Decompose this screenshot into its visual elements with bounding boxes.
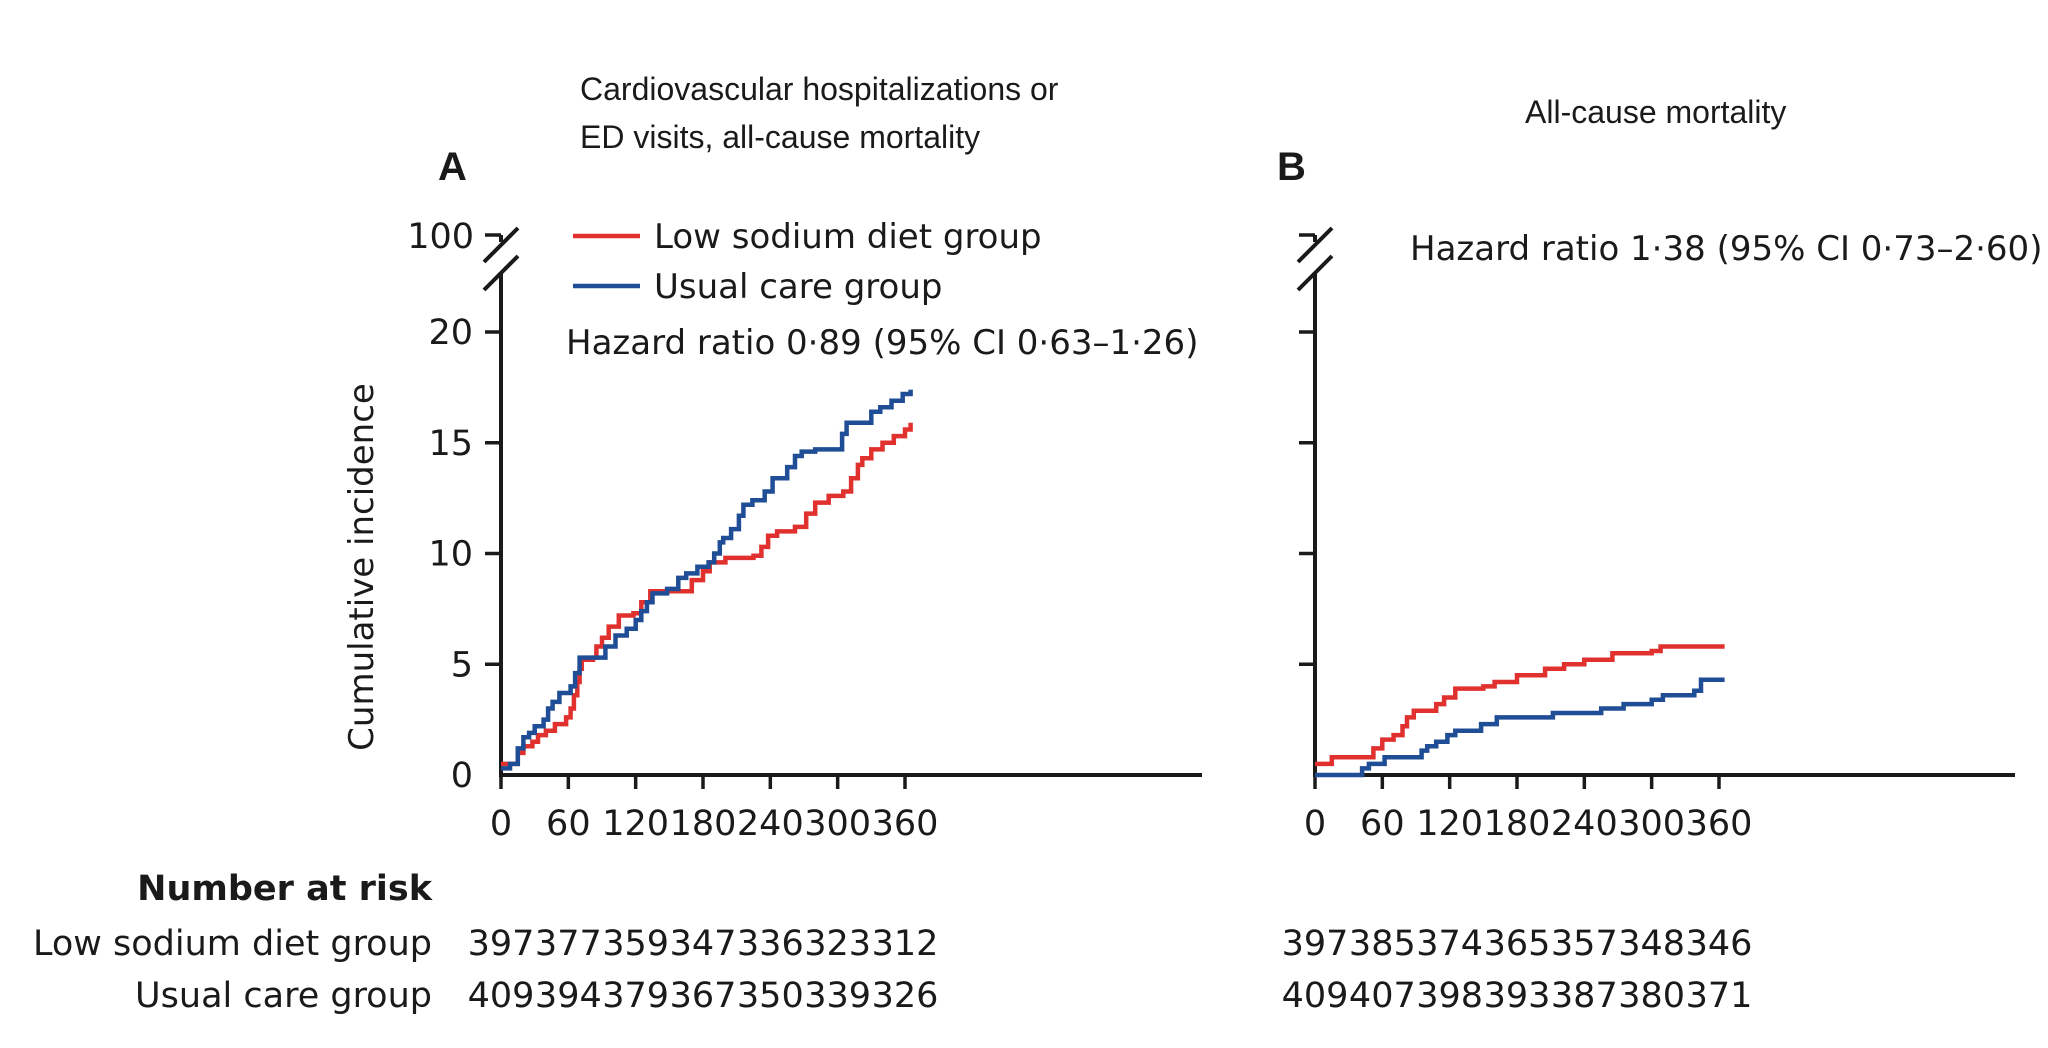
risk-row-label-low-sodium: Low sodium diet group xyxy=(33,924,432,964)
panel-a-axes: 100 xyxy=(407,217,1202,777)
risk-count: 379 xyxy=(602,976,669,1016)
x-tick-label: 300 xyxy=(1618,804,1685,844)
panel-a-title-line-1: Cardiovascular hospitalizations or xyxy=(580,71,1059,107)
y-tick-label: 0 xyxy=(451,756,473,796)
risk-count: 371 xyxy=(1686,976,1753,1016)
x-tick-label: 0 xyxy=(490,804,512,844)
risk-count: 409 xyxy=(1282,976,1349,1016)
risk-count: 367 xyxy=(670,976,737,1016)
risk-count: 377 xyxy=(535,924,602,964)
legend-label-low-sodium: Low sodium diet group xyxy=(654,217,1042,257)
legend-label-usual-care: Usual care group xyxy=(654,267,942,307)
y-tick-label: 10 xyxy=(428,535,473,575)
panel-b-title: All-cause mortality xyxy=(1525,94,1786,130)
y-axis-label: Cumulative incidence xyxy=(342,383,382,751)
risk-count: 407 xyxy=(1349,976,1416,1016)
risk-count: 359 xyxy=(602,924,669,964)
panel-a-y-tick-label-100: 100 xyxy=(407,217,474,257)
risk-count: 397 xyxy=(468,924,535,964)
y-tick-label: 15 xyxy=(428,424,473,464)
x-tick-label: 300 xyxy=(804,804,871,844)
panel-a-axis-break-2 xyxy=(482,254,520,292)
risk-count: 393 xyxy=(1484,976,1551,1016)
x-tick-label: 180 xyxy=(670,804,737,844)
panel-b-number-at-risk: 397 385 374 365 357 348 346 409 407 398 393 387 380 3… xyxy=(1282,924,1753,1016)
panel-a-hazard-ratio: Hazard ratio 0·89 (95% CI 0·63–1·26) xyxy=(566,323,1198,363)
x-tick-label: 0 xyxy=(1304,804,1326,844)
x-tick-label: 60 xyxy=(1360,804,1405,844)
risk-count: 365 xyxy=(1484,924,1551,964)
usual-care-curve xyxy=(1315,677,1725,778)
risk-count: 357 xyxy=(1551,924,1618,964)
usual-care-curve xyxy=(501,389,913,771)
panel-a-number-at-risk: 397 377 359 347 336 323 312 409 394 379 367 350 339 3… xyxy=(468,924,939,1016)
panel-a-label: A xyxy=(438,145,467,189)
low-sodium-curve xyxy=(501,422,913,767)
risk-count: 374 xyxy=(1416,924,1483,964)
risk-count: 323 xyxy=(804,924,871,964)
x-tick-label: 240 xyxy=(737,804,804,844)
panel-b-axis-break-2 xyxy=(1296,254,1334,292)
risk-count: 398 xyxy=(1416,976,1483,1016)
risk-count: 397 xyxy=(1282,924,1349,964)
risk-count: 326 xyxy=(872,976,939,1016)
x-tick-label: 360 xyxy=(872,804,939,844)
risk-count: 385 xyxy=(1349,924,1416,964)
x-tick-label: 120 xyxy=(1416,804,1483,844)
risk-count: 409 xyxy=(468,976,535,1016)
x-tick-label: 120 xyxy=(602,804,669,844)
x-tick-label: 180 xyxy=(1484,804,1551,844)
x-tick-label: 360 xyxy=(1686,804,1753,844)
panel-a-legend: Low sodium diet group Usual care group xyxy=(573,217,1042,307)
risk-count: 348 xyxy=(1618,924,1685,964)
panel-b-label: B xyxy=(1277,145,1306,189)
risk-count: 339 xyxy=(804,976,871,1016)
risk-count: 346 xyxy=(1686,924,1753,964)
number-at-risk-header: Number at risk xyxy=(137,869,433,909)
panel-b-axes xyxy=(1296,226,2015,777)
panel-b-hazard-ratio: Hazard ratio 1·38 (95% CI 0·73–2·60) xyxy=(1410,229,2042,269)
risk-count: 387 xyxy=(1551,976,1618,1016)
risk-count: 336 xyxy=(737,924,804,964)
panel-b-axis-break-1 xyxy=(1296,226,1334,264)
panel-a-axis-break-1 xyxy=(482,226,520,264)
risk-row-label-usual-care: Usual care group xyxy=(135,976,432,1016)
risk-count: 350 xyxy=(737,976,804,1016)
risk-count: 394 xyxy=(535,976,602,1016)
low-sodium-curve xyxy=(1315,644,1725,767)
risk-count: 380 xyxy=(1618,976,1685,1016)
y-tick-label: 5 xyxy=(451,645,473,685)
risk-count: 347 xyxy=(670,924,737,964)
y-tick-label: 20 xyxy=(428,313,473,353)
panel-a-plot: 0 5 10 15 20 0 60 120 180 240 300 360 xyxy=(428,313,938,844)
panel-b-plot: 0 60 120 180 240 300 360 xyxy=(1299,330,1753,844)
panel-a-title-line-2: ED visits, all-cause mortality xyxy=(580,119,980,155)
risk-count: 312 xyxy=(872,924,939,964)
x-tick-label: 60 xyxy=(546,804,591,844)
x-tick-label: 240 xyxy=(1551,804,1618,844)
